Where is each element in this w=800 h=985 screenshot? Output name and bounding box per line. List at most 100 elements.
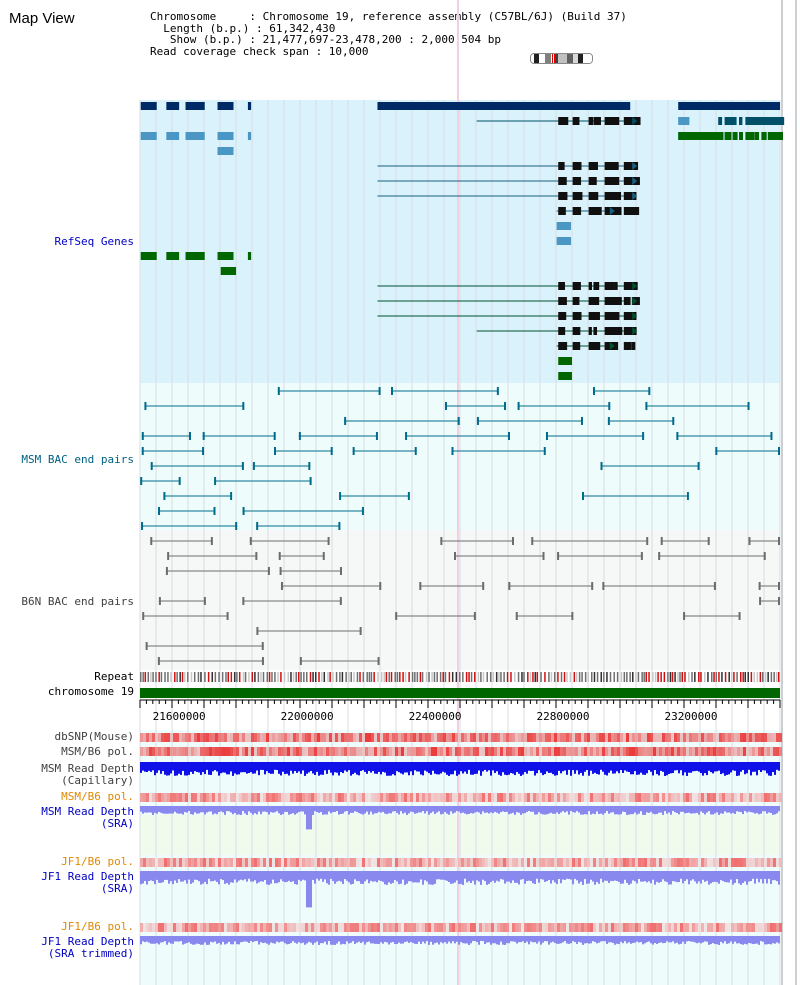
msm-depth-sra-bar <box>494 806 496 812</box>
jf1-depth-sra-bar <box>272 871 274 880</box>
dbsnp-heat-cell <box>482 733 485 742</box>
jf1-depth-sra-bar <box>346 871 348 881</box>
msm-b6-pol-heat-cell <box>410 747 413 756</box>
msm-depth-capillary-bar <box>546 762 548 772</box>
msm-depth-sra-bar <box>322 806 324 815</box>
msm-b6-pol-sra-heat-cell <box>452 793 455 802</box>
dbsnp-heat-cell <box>584 733 587 742</box>
jf1-depth-trimmed-bar <box>544 936 546 942</box>
jf1-depth-sra-bar <box>406 871 408 884</box>
msm-b6-pol-sra-heat-cell <box>698 793 701 802</box>
msm-depth-capillary-bar <box>708 762 710 771</box>
repeat-element <box>557 672 559 682</box>
jf1-depth-trimmed-bar <box>350 936 352 943</box>
msm-depth-sra-bar <box>508 806 510 815</box>
msm-depth-sra-bar <box>470 806 472 814</box>
msm-depth-sra-bar <box>762 806 764 812</box>
msm-b6-pol-sra-heat-cell <box>347 793 350 802</box>
msm-depth-capillary-bar <box>202 762 204 773</box>
msm-depth-sra-bar <box>586 806 588 815</box>
msm-b6-pol-heat-cell <box>428 747 431 756</box>
jf1-b6-pol-trimmed-heat-cell <box>758 923 761 932</box>
jf1-depth-trimmed-bar <box>712 936 714 943</box>
dbsnp-heat-cell <box>506 733 509 742</box>
repeat-element <box>663 672 666 682</box>
repeat-element <box>700 672 702 682</box>
msm-depth-capillary-bar <box>468 762 470 770</box>
msm-depth-sra-bar <box>746 806 748 813</box>
repeat-element <box>353 672 355 682</box>
msm-depth-capillary-bar <box>512 762 514 774</box>
msm-b6-pol-heat-cell <box>752 747 755 756</box>
repeat-element <box>300 672 302 682</box>
msm-b6-pol-sra-heat-cell <box>449 793 452 802</box>
msm-depth-sra-bar <box>160 806 162 813</box>
dbsnp-heat-cell <box>299 733 302 742</box>
msm-depth-capillary-bar <box>606 762 608 776</box>
msm-b6-pol-heat-cell <box>359 747 362 756</box>
dbsnp-heat-cell <box>275 733 278 742</box>
jf1-b6-pol-trimmed-heat-cell <box>647 923 650 932</box>
jf1-depth-sra-bar <box>232 871 234 883</box>
jf1-b6-pol-heat-cell <box>215 858 218 867</box>
msm-depth-sra-bar <box>564 806 566 813</box>
repeat-element <box>514 672 516 682</box>
dbsnp-heat-cell <box>287 733 290 742</box>
msm-depth-capillary-bar <box>574 762 576 774</box>
dbsnp-heat-cell <box>341 733 344 742</box>
msm-bac-end <box>451 447 454 455</box>
msm-depth-capillary-bar <box>620 762 622 771</box>
jf1-depth-sra-bar <box>312 871 314 880</box>
jf1-depth-trimmed-bar <box>452 936 454 942</box>
msm-depth-capillary-bar <box>324 762 326 771</box>
repeat-element <box>142 672 144 682</box>
msm-bac-end <box>676 432 679 440</box>
msm-b6-pol-heat-cell <box>308 747 311 756</box>
jf1-b6-pol-trimmed-heat-cell <box>482 923 485 932</box>
msm-depth-capillary-bar <box>542 762 544 776</box>
msm-b6-pol-sra-heat-cell <box>563 793 566 802</box>
jf1-b6-pol-heat-cell <box>725 858 728 867</box>
dbsnp-heat-cell <box>164 733 167 742</box>
repeat-element <box>521 672 523 682</box>
dbsnp-heat-cell <box>269 733 272 742</box>
msm-depth-capillary-bar <box>524 762 526 773</box>
msm-b6-pol-heat-cell <box>362 747 365 756</box>
jf1-b6-pol-heat-cell <box>707 858 710 867</box>
track-label-jf1-b6-pol: JF1/B6 pol. <box>8 856 134 868</box>
jf1-b6-pol-trimmed-heat-cell <box>230 923 233 932</box>
jf1-depth-trimmed-bar <box>172 936 174 944</box>
jf1-b6-pol-heat-cell <box>338 858 341 867</box>
b6n-bac-end <box>359 627 362 635</box>
dbsnp-heat-cell <box>452 733 455 742</box>
jf1-depth-trimmed-bar <box>154 936 156 944</box>
msm-depth-sra-bar <box>592 806 594 814</box>
jf1-depth-trimmed-bar <box>604 936 606 942</box>
gene-exon <box>614 117 620 125</box>
jf1-depth-trimmed-bar <box>652 936 654 945</box>
dbsnp-heat-cell <box>335 733 338 742</box>
jf1-depth-sra-bar <box>290 871 292 883</box>
msm-depth-capillary-bar <box>150 762 152 772</box>
jf1-b6-pol-trimmed-heat-cell <box>710 923 713 932</box>
jf1-depth-trimmed-bar <box>274 936 276 944</box>
msm-b6-pol-sra-heat-cell <box>470 793 473 802</box>
msm-depth-sra-bar <box>340 806 342 814</box>
msm-depth-capillary-bar <box>246 762 248 774</box>
chromosome-ideogram[interactable] <box>530 53 593 64</box>
msm-b6-pol-heat-cell <box>422 747 425 756</box>
msm-depth-capillary-bar <box>230 762 232 772</box>
jf1-b6-pol-trimmed-heat-cell <box>752 923 755 932</box>
msm-depth-sra-bar <box>644 806 646 815</box>
repeat-element <box>233 672 236 682</box>
jf1-depth-trimmed-bar <box>640 936 642 943</box>
msm-depth-sra-bar <box>352 806 354 813</box>
gene-exon <box>575 192 583 200</box>
msm-b6-pol-heat-cell <box>632 747 635 756</box>
jf1-depth-trimmed-bar <box>594 936 596 942</box>
label-text: JF1 Read Depth (SRA trimmed) <box>41 935 134 960</box>
jf1-depth-sra-bar <box>622 871 624 884</box>
dbsnp-heat-cell <box>464 733 467 742</box>
jf1-depth-sra-bar <box>458 871 460 885</box>
